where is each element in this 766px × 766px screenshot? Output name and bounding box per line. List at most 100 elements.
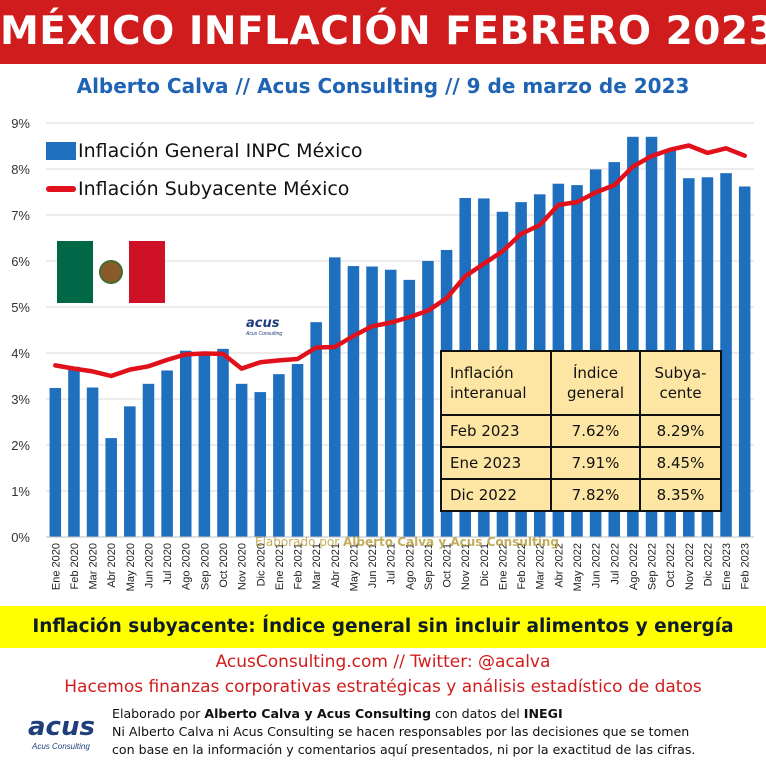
x-tick-label: Jul 2020 (162, 543, 174, 585)
watermark: Elaborado por Alberto Calva y Acus Consu… (255, 535, 559, 549)
y-tick-label: 5% (11, 300, 30, 315)
table-row: Dic 2022 7.82% 8.35% (440, 478, 722, 512)
x-tick-label: Jun 2020 (143, 543, 155, 588)
footer-logo-sub: Acus Consulting (32, 742, 90, 751)
x-tick-label: Jul 2022 (609, 543, 621, 585)
x-tick-label: Oct 2022 (665, 543, 677, 588)
table-cell-general: 7.91% (550, 446, 641, 480)
x-tick-label: Feb 2022 (516, 543, 528, 589)
bar (86, 387, 99, 537)
footer-logo: acus (28, 712, 95, 742)
definition-note: Inflación subyacente: Índice general sin… (0, 606, 766, 648)
summary-table: Inflación interanual Índice general Suby… (440, 350, 722, 512)
coat-of-arms-icon (99, 260, 123, 284)
bar (235, 383, 248, 537)
bar (738, 186, 751, 537)
x-tick-label: Nov 2021 (460, 543, 472, 590)
x-tick-label: Nov 2022 (684, 543, 696, 590)
x-tick-label: Jul 2021 (386, 543, 398, 585)
table-row: Feb 2023 7.62% 8.29% (440, 414, 722, 448)
tagline: Hacemos finanzas corporativas estratégic… (64, 677, 702, 697)
x-tick-label: Jun 2021 (367, 543, 379, 588)
legend-bar-swatch (46, 142, 76, 160)
x-tick-label: Mar 2022 (535, 543, 547, 589)
legend-line-label: Inflación Subyacente México (78, 178, 350, 200)
bar (627, 136, 639, 538)
y-tick-label: 9% (11, 116, 30, 131)
y-tick-label: 3% (11, 392, 30, 407)
core-inflation-line (53, 143, 747, 379)
table-cell-general: 7.62% (550, 414, 641, 448)
x-tick-label: Oct 2020 (218, 543, 230, 588)
bar (68, 366, 80, 537)
table-cell-general: 7.82% (550, 478, 641, 512)
bar (217, 348, 229, 537)
bar (161, 370, 173, 537)
table-cell-period: Ene 2023 (440, 446, 552, 480)
x-tick-label: Sep 2021 (423, 543, 435, 590)
y-tick-label: 7% (11, 208, 30, 223)
table-cell-period: Feb 2023 (440, 414, 552, 448)
y-tick-label: 8% (11, 162, 30, 177)
bar (347, 266, 360, 537)
bar (366, 266, 378, 537)
x-tick-label: Ene 2023 (721, 543, 733, 590)
table-header-period: Inflación interanual (440, 350, 552, 416)
bar (422, 261, 434, 537)
x-tick-label: Dic 2021 (479, 543, 491, 586)
site-line: AcusConsulting.com // Twitter: @acalva (215, 652, 551, 672)
bar (645, 136, 658, 538)
x-tick-label: Ene 2020 (50, 543, 62, 590)
acus-logo-sub: Acus Consulting (246, 331, 283, 337)
page-title: MÉXICO INFLACIÓN FEBRERO 2023 (0, 0, 766, 64)
table-row: Ene 2023 7.91% 8.45% (440, 446, 722, 480)
x-tick-label: May 2022 (572, 543, 584, 591)
page-subtitle: Alberto Calva // Acus Consulting // 9 de… (76, 74, 690, 98)
footer-disclaimer-1: Ni Alberto Calva ni Acus Consulting se h… (112, 724, 690, 739)
bar (403, 279, 416, 537)
bar (198, 352, 211, 537)
table-header-core: Subya- cente (639, 350, 722, 416)
bar (179, 350, 192, 537)
x-tick-label: Sep 2020 (199, 543, 211, 590)
table-cell-core: 8.45% (639, 446, 722, 480)
bar (254, 392, 267, 537)
x-tick-label: Feb 2021 (293, 543, 305, 589)
x-tick-label: Abr 2021 (330, 543, 342, 588)
legend-bars: Inflación General INPC México (46, 140, 363, 162)
bar (329, 257, 341, 537)
bar (124, 406, 136, 537)
bar (608, 162, 621, 537)
x-tick-label: Ene 2022 (497, 543, 509, 590)
x-tick-label: Abr 2020 (106, 543, 118, 588)
legend-bar-label: Inflación General INPC México (78, 140, 363, 162)
x-tick-label: Ago 2021 (404, 543, 416, 590)
bar (49, 387, 62, 537)
footer-credit: Elaborado por Alberto Calva y Acus Consu… (112, 706, 563, 721)
y-tick-label: 0% (11, 530, 30, 545)
bar (142, 383, 155, 537)
y-tick-label: 2% (11, 438, 30, 453)
x-tick-label: Dic 2020 (255, 543, 267, 586)
x-tick-label: Ene 2021 (274, 543, 286, 590)
x-tick-label: Abr 2022 (553, 543, 565, 588)
x-tick-label: Dic 2022 (702, 543, 714, 586)
table-cell-core: 8.29% (639, 414, 722, 448)
x-tick-label: Oct 2021 (442, 543, 454, 588)
bar (310, 322, 322, 537)
bar (291, 364, 304, 537)
bar (105, 438, 117, 537)
legend-line: Inflación Subyacente México (46, 178, 349, 200)
table-cell-period: Dic 2022 (440, 478, 552, 512)
bar (273, 374, 285, 537)
x-tick-label: Sep 2022 (647, 543, 659, 590)
x-tick-label: Feb 2020 (69, 543, 81, 589)
y-tick-label: 1% (11, 484, 30, 499)
bar (664, 150, 676, 537)
table-cell-core: 8.35% (639, 478, 722, 512)
y-tick-label: 6% (11, 254, 30, 269)
y-tick-label: 4% (11, 346, 30, 361)
x-tick-label: May 2020 (125, 543, 137, 591)
bar (384, 269, 397, 537)
table-header-general: Índice general (550, 350, 641, 416)
